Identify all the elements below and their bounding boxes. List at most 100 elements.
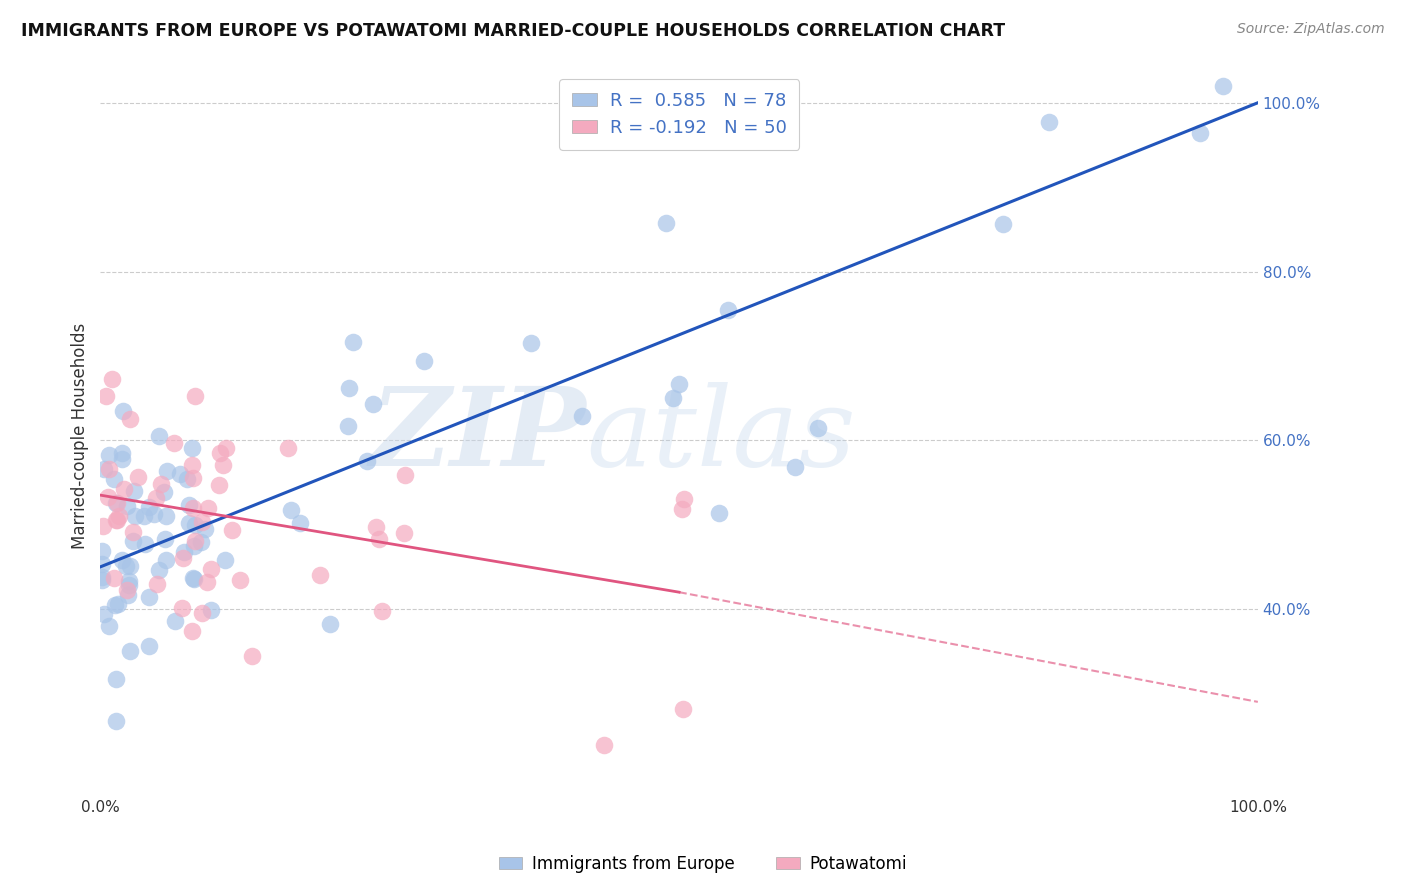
Point	[134, 537, 156, 551]
Point	[394, 468, 416, 483]
Point	[138, 640, 160, 654]
Point	[132, 508, 155, 523]
Point	[361, 397, 384, 411]
Point	[163, 614, 186, 628]
Point	[654, 216, 676, 230]
Point	[117, 582, 139, 597]
Point	[112, 483, 135, 497]
Point	[90, 574, 112, 588]
Point	[183, 539, 205, 553]
Point	[212, 458, 235, 472]
Point	[172, 551, 194, 566]
Point	[181, 571, 204, 585]
Point	[153, 533, 176, 547]
Point	[364, 519, 387, 533]
Point	[138, 500, 160, 515]
Point	[117, 588, 139, 602]
Point	[413, 353, 436, 368]
Point	[229, 573, 252, 587]
Point	[309, 567, 332, 582]
Point	[993, 217, 1015, 231]
Point	[367, 532, 389, 546]
Point	[177, 499, 200, 513]
Point	[91, 570, 114, 584]
Point	[103, 571, 125, 585]
Point	[142, 507, 165, 521]
Point	[221, 523, 243, 537]
Text: ZIP: ZIP	[370, 383, 586, 490]
Point	[107, 597, 129, 611]
Point	[1188, 127, 1211, 141]
Point	[214, 553, 236, 567]
Point	[197, 501, 219, 516]
Point	[105, 513, 128, 527]
Point	[104, 672, 127, 686]
Point	[124, 508, 146, 523]
Point	[93, 462, 115, 476]
Point	[318, 617, 340, 632]
Point	[215, 441, 238, 455]
Point	[181, 458, 204, 473]
Point	[148, 563, 170, 577]
Point	[122, 534, 145, 549]
Point	[288, 516, 311, 530]
Point	[184, 518, 207, 533]
Point	[122, 524, 145, 539]
Point	[176, 472, 198, 486]
Point	[93, 607, 115, 621]
Point	[115, 558, 138, 573]
Point	[155, 553, 177, 567]
Point	[163, 436, 186, 450]
Point	[104, 714, 127, 728]
Point	[155, 509, 177, 524]
Point	[173, 545, 195, 559]
Point	[183, 534, 205, 549]
Point	[170, 601, 193, 615]
Point	[117, 574, 139, 588]
Point	[181, 471, 204, 485]
Point	[356, 454, 378, 468]
Point	[118, 578, 141, 592]
Point	[148, 428, 170, 442]
Point	[101, 371, 124, 385]
Point	[371, 604, 394, 618]
Point	[111, 553, 134, 567]
Point	[120, 644, 142, 658]
Point	[337, 381, 360, 395]
Point	[208, 445, 231, 459]
Point	[104, 598, 127, 612]
Point	[91, 558, 114, 572]
Point	[111, 446, 134, 460]
Point	[184, 389, 207, 403]
Point	[103, 472, 125, 486]
Point	[97, 619, 120, 633]
Point	[277, 441, 299, 455]
Point	[200, 561, 222, 575]
Point	[200, 603, 222, 617]
Point	[127, 469, 149, 483]
Point	[194, 522, 217, 536]
Point	[181, 624, 204, 638]
Point	[105, 495, 128, 509]
Text: atlas: atlas	[586, 383, 856, 490]
Point	[195, 574, 218, 589]
Point	[191, 516, 214, 530]
Point	[91, 519, 114, 533]
Point	[661, 392, 683, 406]
Point	[394, 526, 416, 541]
Point	[156, 464, 179, 478]
Point	[342, 335, 364, 350]
Point	[240, 648, 263, 663]
Point	[191, 607, 214, 621]
Point	[115, 500, 138, 514]
Point	[717, 302, 740, 317]
Point	[145, 491, 167, 505]
Point	[673, 491, 696, 506]
Point	[190, 535, 212, 549]
Point	[181, 500, 204, 515]
Point	[280, 503, 302, 517]
Point	[672, 702, 695, 716]
Point	[120, 559, 142, 574]
Point	[177, 516, 200, 531]
Text: IMMIGRANTS FROM EUROPE VS POTAWATOMI MARRIED-COUPLE HOUSEHOLDS CORRELATION CHART: IMMIGRANTS FROM EUROPE VS POTAWATOMI MAR…	[21, 22, 1005, 40]
